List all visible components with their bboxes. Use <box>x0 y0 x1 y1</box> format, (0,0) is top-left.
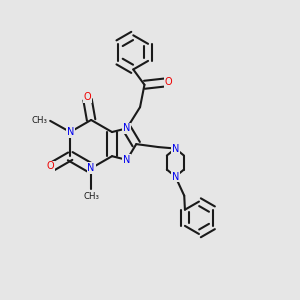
Text: N: N <box>67 127 74 137</box>
Text: CH₃: CH₃ <box>32 116 48 125</box>
Text: O: O <box>165 77 172 87</box>
Text: O: O <box>84 92 92 102</box>
Text: O: O <box>46 161 54 171</box>
Text: N: N <box>87 163 95 173</box>
Text: N: N <box>172 143 179 154</box>
Text: CH₃: CH₃ <box>83 192 99 201</box>
Text: N: N <box>123 123 130 133</box>
Text: N: N <box>172 172 179 182</box>
Text: N: N <box>123 155 130 165</box>
